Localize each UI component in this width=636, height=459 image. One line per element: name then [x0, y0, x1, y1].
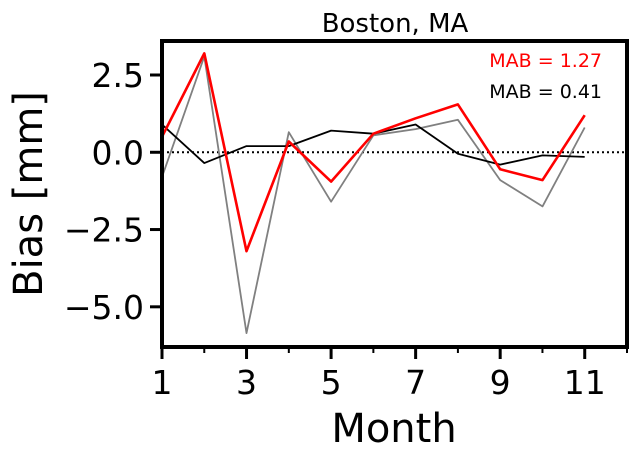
- y-tick-label: 0.0: [92, 133, 144, 172]
- series-line-1: [161, 123, 585, 166]
- x-tick-label: 3: [236, 363, 257, 402]
- x-tick-label: 1: [152, 363, 173, 402]
- x-tick-label: 5: [321, 363, 342, 402]
- plot-frame: [160, 39, 629, 349]
- annotation-mab-red: MAB = 1.27: [489, 50, 602, 72]
- y-tick-label: 2.5: [92, 56, 144, 95]
- y-tick-label: −2.5: [64, 211, 144, 250]
- x-tick-label: 11: [564, 363, 606, 402]
- y-tick-label: −5.0: [64, 288, 144, 327]
- annotation-mab-black: MAB = 0.41: [489, 81, 602, 103]
- x-tick-label: 7: [405, 363, 426, 402]
- series-line-2: [160, 52, 586, 253]
- x-axis-label: Month: [331, 406, 456, 452]
- y-axis-label: Bias [mm]: [6, 91, 52, 297]
- x-tick-label: 9: [490, 363, 511, 402]
- chart-title: Boston, MA: [322, 9, 469, 39]
